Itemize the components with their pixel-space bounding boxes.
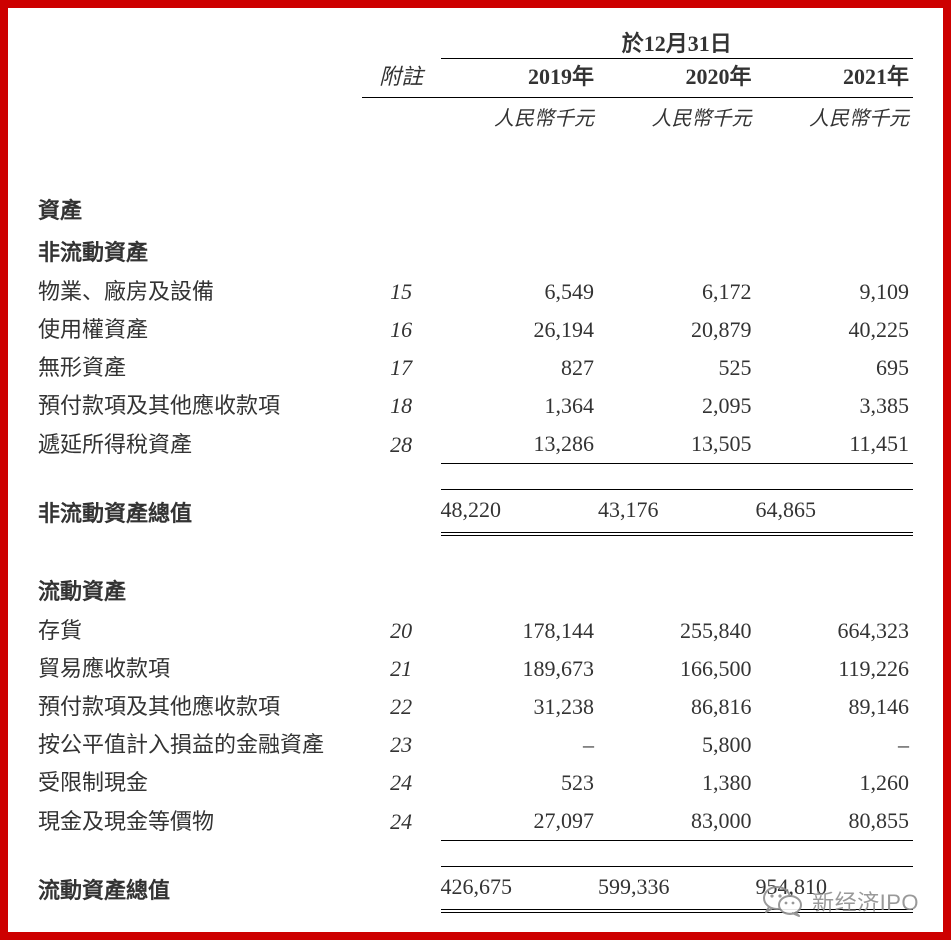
unit-2020: 人民幣千元 xyxy=(598,98,756,131)
period-header-row: 於12月31日 xyxy=(38,26,913,59)
table-row: 現金及現金等價物 24 27,097 83,000 80,855 xyxy=(38,802,913,841)
table-row: 使用權資產 16 26,194 20,879 40,225 xyxy=(38,311,913,349)
table-row: 無形資產 17 827 525 695 xyxy=(38,349,913,387)
group-current: 流動資產 xyxy=(38,568,913,612)
unit-2021: 人民幣千元 xyxy=(756,98,914,131)
period-header: 於12月31日 xyxy=(441,26,914,59)
table-row: 遞延所得稅資產 28 13,286 13,505 11,451 xyxy=(38,425,913,464)
subtotal-noncurrent: 非流動資產總值 48,220 43,176 64,865 xyxy=(38,490,913,535)
section-title: 資產 xyxy=(38,165,913,229)
subtotal-current: 流動資產總值 426,675 599,336 954,810 xyxy=(38,867,913,912)
column-headers: 附註 2019年 2020年 2021年 xyxy=(38,59,913,98)
financial-table: 於12月31日 附註 2019年 2020年 2021年 xyxy=(38,26,913,913)
table-row: 物業、廠房及設備 15 6,549 6,172 9,109 xyxy=(38,273,913,311)
table-row: 預付款項及其他應收款項 18 1,364 2,095 3,385 xyxy=(38,387,913,425)
table-row: 存貨 20 178,144 255,840 664,323 xyxy=(38,612,913,650)
unit-row: 人民幣千元 人民幣千元 人民幣千元 xyxy=(38,98,913,131)
table-row: 按公平值計入損益的金融資產 23 – 5,800 – xyxy=(38,726,913,764)
group-title: 流動資產 xyxy=(38,568,913,612)
document-frame: 於12月31日 附註 2019年 2020年 2021年 xyxy=(0,0,951,940)
year-2020: 2020年 xyxy=(598,59,756,98)
unit-2019: 人民幣千元 xyxy=(441,98,599,131)
note-header: 附註 xyxy=(362,59,441,98)
table-row: 貿易應收款項 21 189,673 166,500 119,226 xyxy=(38,650,913,688)
table-row: 預付款項及其他應收款項 22 31,238 86,816 89,146 xyxy=(38,688,913,726)
section-assets: 資產 xyxy=(38,165,913,229)
group-noncurrent: 非流動資產 xyxy=(38,229,913,273)
group-title: 非流動資產 xyxy=(38,229,913,273)
year-2021: 2021年 xyxy=(756,59,914,98)
year-2019: 2019年 xyxy=(441,59,599,98)
balance-sheet: 於12月31日 附註 2019年 2020年 2021年 xyxy=(8,8,943,913)
table-row: 受限制現金 24 523 1,380 1,260 xyxy=(38,764,913,802)
